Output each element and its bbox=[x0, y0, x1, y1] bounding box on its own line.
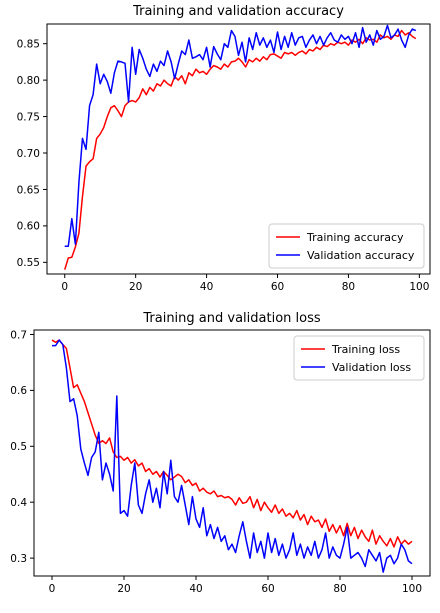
y-tick-label: 0.80 bbox=[17, 75, 40, 87]
x-tick-label: 60 bbox=[261, 583, 274, 595]
x-tick-label: 20 bbox=[117, 583, 130, 595]
x-tick-label: 100 bbox=[409, 281, 429, 293]
legend: Training loss Validation loss bbox=[293, 335, 425, 381]
x-tick-label: 60 bbox=[271, 281, 284, 293]
accuracy-chart: Training and validation accuracy 0 20 40 60… bbox=[17, 4, 431, 293]
y-tick-label: 0.75 bbox=[17, 111, 40, 123]
legend: Training accuracy Validation accuracy bbox=[268, 223, 425, 269]
legend-label: Training accuracy bbox=[306, 231, 404, 244]
chart-title: Training and validation accuracy bbox=[132, 4, 344, 19]
x-tick-label: 40 bbox=[200, 281, 213, 293]
y-tick-label: 0.85 bbox=[17, 38, 40, 50]
x-tick-label: 0 bbox=[61, 281, 68, 293]
legend-label: Validation accuracy bbox=[307, 249, 415, 262]
x-tick-label: 0 bbox=[49, 583, 56, 595]
x-tick-label: 80 bbox=[342, 281, 355, 293]
loss-chart: Training and validation loss 0 20 40 60 80 10… bbox=[10, 311, 431, 595]
y-axis: 0.3 0.4 0.5 0.6 0.7 bbox=[10, 329, 34, 565]
legend-box bbox=[293, 335, 425, 381]
plot-frame bbox=[46, 23, 431, 275]
y-tick-label: 0.4 bbox=[10, 497, 27, 509]
plot-frame bbox=[33, 329, 431, 577]
y-tick-label: 0.5 bbox=[10, 441, 27, 453]
series-line-training bbox=[51, 339, 413, 548]
legend-label: Training loss bbox=[331, 343, 400, 356]
y-axis: 0.55 0.60 0.65 0.70 0.75 0.80 0.85 bbox=[17, 38, 47, 269]
plot-area bbox=[64, 24, 417, 270]
y-tick-label: 0.3 bbox=[10, 553, 27, 565]
y-tick-label: 0.6 bbox=[10, 385, 27, 397]
x-tick-label: 100 bbox=[402, 583, 422, 595]
series-line-validation bbox=[52, 339, 413, 573]
series-line-validation bbox=[64, 24, 417, 248]
plot-area bbox=[51, 339, 413, 573]
legend-box bbox=[268, 223, 425, 269]
y-tick-label: 0.60 bbox=[17, 221, 40, 233]
y-tick-label: 0.70 bbox=[17, 148, 40, 160]
x-tick-label: 40 bbox=[189, 583, 202, 595]
y-tick-label: 0.55 bbox=[17, 257, 40, 269]
x-tick-label: 80 bbox=[333, 583, 346, 595]
x-tick-label: 20 bbox=[129, 281, 142, 293]
y-tick-label: 0.7 bbox=[10, 329, 27, 341]
chart-title: Training and validation loss bbox=[142, 311, 320, 326]
x-axis: 0 20 40 60 80 100 bbox=[49, 576, 422, 595]
y-tick-label: 0.65 bbox=[17, 184, 40, 196]
x-axis: 0 20 40 60 80 100 bbox=[61, 274, 429, 293]
legend-label: Validation loss bbox=[332, 361, 411, 374]
